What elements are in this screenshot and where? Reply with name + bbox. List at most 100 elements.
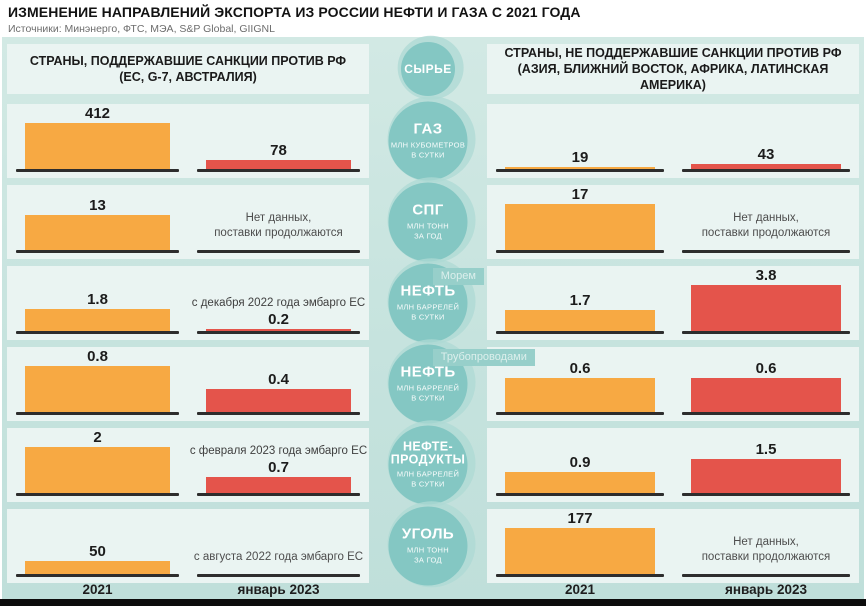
commodity-circle-wrap: УГОЛЬ МЛН ТОНН ЗА ГОД [369, 501, 487, 588]
panel-left: 0.8 0.4 [7, 347, 369, 421]
commodity-unit: МЛН БАРРЕЛЕЙ В СУТКИ [397, 470, 459, 490]
bar-2021 [24, 561, 171, 574]
panel-right: 17 Нет данных, поставки продолжаются [487, 185, 859, 259]
bar-value: 3.8 [755, 267, 777, 284]
commodity-row-2: 13 Нет данных, поставки продолжаются СПГ МЛН… [7, 175, 859, 264]
baseline [682, 574, 850, 577]
axis-label-jan2023-right: январь 2023 [725, 582, 807, 597]
bar-jan2023 [205, 328, 352, 331]
commodity-unit-line: МЛН БАРРЕЛЕЙ [396, 469, 460, 479]
baseline [496, 169, 664, 172]
commodity-name: СПГ [412, 202, 443, 219]
baseline [496, 250, 664, 253]
note-line: Нет данных, [733, 535, 799, 548]
bar-value: 0.7 [268, 458, 289, 476]
commodity-unit-line: ЗА ГОД [414, 231, 442, 241]
commodity-row-6: 50 с августа 2022 года эмбарго ЕС УГОЛЬ МЛН… [7, 499, 859, 588]
baseline [16, 169, 179, 172]
bar-value: 43 [757, 146, 775, 164]
bar-2021 [505, 377, 655, 412]
panel-left: 2 с февраля 2023 года эмбарго ЕС 0.7 [7, 428, 369, 502]
bar-cell-jan2023: 78 [188, 104, 369, 178]
bar-2021 [505, 528, 655, 574]
commodity-circle-wrap: СПГ МЛН ТОНН ЗА ГОД [369, 177, 487, 264]
commodity-name-line: УГОЛЬ [401, 525, 455, 543]
commodity-row-5: 2 с февраля 2023 года эмбарго ЕС 0.7 НЕФТЕ-… [7, 418, 859, 507]
title-bar: ИЗМЕНЕНИЕ НАПРАВЛЕНИЙ ЭКСПОРТА ИЗ РОССИИ… [0, 0, 866, 35]
panel-right: 177 Нет данных, поставки продолжаются [487, 509, 859, 583]
bar-cell-2021: 1.7 [487, 266, 673, 340]
baseline [682, 169, 850, 172]
commodity-unit-line: МЛН КУБОМЕТРОВ [390, 140, 466, 150]
bar-value: 1.7 [569, 292, 591, 310]
note-line: Нет данных, [245, 211, 312, 224]
commodity-unit: МЛН БАРРЕЛЕЙ В СУТКИ [397, 383, 459, 403]
panel-right: 1.7 3.8 [487, 266, 859, 340]
bar-jan2023 [691, 377, 841, 412]
bar-cell-2021: 1.8 [7, 266, 188, 340]
panel-left: 1.8 с декабря 2022 года эмбарго ЕС 0.2 [7, 266, 369, 340]
baseline [197, 412, 360, 415]
commodity-circle: НЕФТЬ МЛН БАРРЕЛЕЙ В СУТКИ [388, 263, 468, 343]
bar-jan2023 [205, 389, 352, 412]
bar-2021 [505, 472, 655, 493]
bar-value: 412 [84, 105, 111, 122]
commodity-name-line: НЕФТЬ [400, 363, 456, 381]
bar-value: 0.8 [87, 348, 108, 365]
bar-cell-jan2023: Нет данных, поставки продолжаются [188, 185, 369, 259]
bar-value: 0.4 [268, 371, 289, 388]
commodity-unit-line: МЛН БАРРЕЛЕЙ [396, 383, 460, 393]
bar-2021 [505, 310, 655, 331]
bar-cell-jan2023: с декабря 2022 года эмбарго ЕС 0.2 [188, 266, 369, 340]
note-line: Нет данных, [733, 211, 799, 224]
bar-cell-jan2023: 1.5 [673, 428, 859, 502]
bar-cell-jan2023: с февраля 2023 года эмбарго ЕС 0.7 [188, 428, 369, 502]
bar-2021 [505, 204, 655, 250]
baseline [16, 250, 179, 253]
bar-cell-2021: 0.6 [487, 347, 673, 421]
header-sanction-line2: (ЕС, G-7, АВСТРАЛИЯ) [119, 70, 257, 84]
bar-cell-jan2023: 43 [673, 104, 859, 178]
commodity-circle: СПГ МЛН ТОНН ЗА ГОД [388, 182, 468, 262]
bar-value: 177 [567, 510, 593, 527]
footer-left-labels: 2021 январь 2023 [7, 582, 369, 597]
bar-value: 0.2 [268, 310, 289, 328]
bar-jan2023 [205, 160, 352, 169]
bar-cell-jan2023: Нет данных, поставки продолжаются [673, 509, 859, 583]
commodity-circle-wrap: НЕФТЬ МЛН БАРРЕЛЕЙ В СУТКИ Трубопроводами [369, 339, 535, 426]
infographic-board: СТРАНЫ, ПОДДЕРЖАВШИЕ САНКЦИИ ПРОТИВ РФ (… [2, 35, 864, 599]
embargo-annotation: с декабря 2022 года эмбарго ЕС [191, 296, 366, 309]
page-title: ИЗМЕНЕНИЕ НАПРАВЛЕНИЙ ЭКСПОРТА ИЗ РОССИИ… [8, 4, 581, 20]
footer-right-labels: 2021 январь 2023 [487, 582, 859, 597]
bar-value: 1.8 [87, 291, 108, 309]
axis-label-jan2023-left: январь 2023 [237, 582, 320, 597]
commodity-name: НЕФТЕ- ПРОДУКТЫ [391, 440, 466, 466]
bar-cell-jan2023: 0.6 [673, 347, 859, 421]
header-non-sanction-countries: СТРАНЫ, НЕ ПОДДЕРЖАВШИЕ САНКЦИИ ПРОТИВ Р… [487, 44, 859, 94]
commodity-row-4: 0.8 0.4 НЕФТЬ МЛН БАРРЕЛЕЙ В СУТКИ Трубопрово… [7, 337, 859, 426]
bar-value: 13 [89, 196, 106, 214]
commodity-unit-line: МЛН БАРРЕЛЕЙ [396, 302, 460, 312]
bar-jan2023 [691, 164, 841, 169]
baseline [16, 574, 179, 577]
commodity-circle-wrap: НЕФТЬ МЛН БАРРЕЛЕЙ В СУТКИ Морем [369, 258, 487, 345]
commodity-circle: УГОЛЬ МЛН ТОНН ЗА ГОД [388, 506, 468, 586]
baseline [496, 412, 664, 415]
no-data-note: Нет данных, поставки продолжаются [214, 211, 343, 242]
bar-2021 [24, 447, 171, 493]
bottom-black-bar [0, 599, 866, 606]
bar-2021 [24, 309, 171, 331]
transport-mode-tag: Морем [432, 268, 484, 285]
note-line: поставки продолжаются [214, 227, 343, 240]
bar-cell-2021: 13 [7, 185, 188, 259]
commodity-row-1: 412 78 ГАЗ МЛН КУБОМЕТРОВ В СУТКИ 19 43 [7, 94, 859, 183]
bar-value: 0.6 [755, 359, 777, 377]
commodity-circle: НЕФТЕ- ПРОДУКТЫ МЛН БАРРЕЛЕЙ В СУТКИ [388, 425, 468, 505]
bar-cell-jan2023: 3.8 [673, 266, 859, 340]
commodity-unit-line: В СУТКИ [411, 393, 445, 403]
chart-rows: 412 78 ГАЗ МЛН КУБОМЕТРОВ В СУТКИ 19 43 13 Нет д… [7, 94, 859, 588]
commodity-unit: МЛН ТОНН ЗА ГОД [407, 545, 449, 565]
bar-jan2023 [691, 285, 841, 331]
panel-left: 13 Нет данных, поставки продолжаются [7, 185, 369, 259]
commodity-name: НЕФТЬ [400, 283, 455, 300]
